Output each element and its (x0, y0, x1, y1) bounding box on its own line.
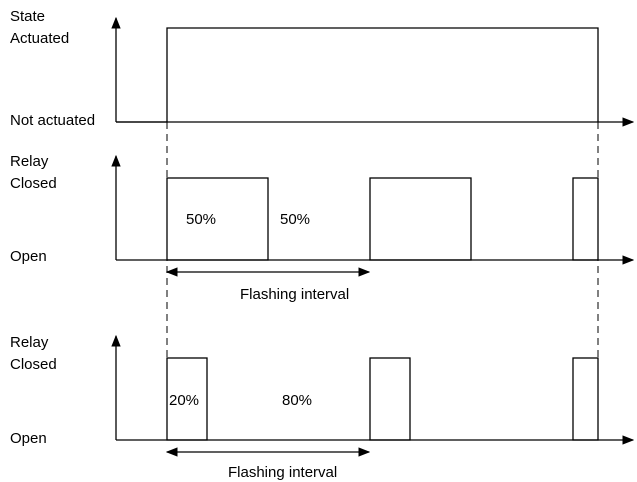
relay-50-pulse-1 (166, 177, 269, 261)
relay-20-duty-on: 20% (169, 392, 199, 409)
relay-20-pulse-3 (572, 357, 599, 441)
relay-50-open-label: Open (10, 248, 47, 265)
relay-50-panel: Relay Closed Open 50% 50% Flashing inter… (10, 153, 635, 303)
relay-20-closed-label: Closed (10, 356, 57, 373)
state-title: State (10, 8, 45, 25)
relay-20-duty-off: 80% (282, 392, 312, 409)
relay-50-duty-on: 50% (186, 211, 216, 228)
state-actuated-label: Actuated (10, 30, 69, 47)
relay-50-pulse-3 (572, 177, 599, 261)
relay-50-pulse-2 (369, 177, 472, 261)
relay-50-title: Relay (10, 153, 49, 170)
relay-20-title: Relay (10, 334, 49, 351)
state-panel: State Actuated Not actuated (10, 8, 635, 129)
relay-20-interval-label: Flashing interval (228, 464, 337, 481)
relay-20-panel: Relay Closed Open 20% 80% Flashing inter… (10, 334, 635, 481)
relay-50-closed-label: Closed (10, 175, 57, 192)
state-not-actuated-label: Not actuated (10, 112, 95, 129)
state-signal (116, 27, 599, 123)
relay-50-interval-label: Flashing interval (240, 286, 349, 303)
relay-20-open-label: Open (10, 430, 47, 447)
relay-50-duty-off: 50% (280, 211, 310, 228)
relay-20-pulse-2 (369, 357, 411, 441)
